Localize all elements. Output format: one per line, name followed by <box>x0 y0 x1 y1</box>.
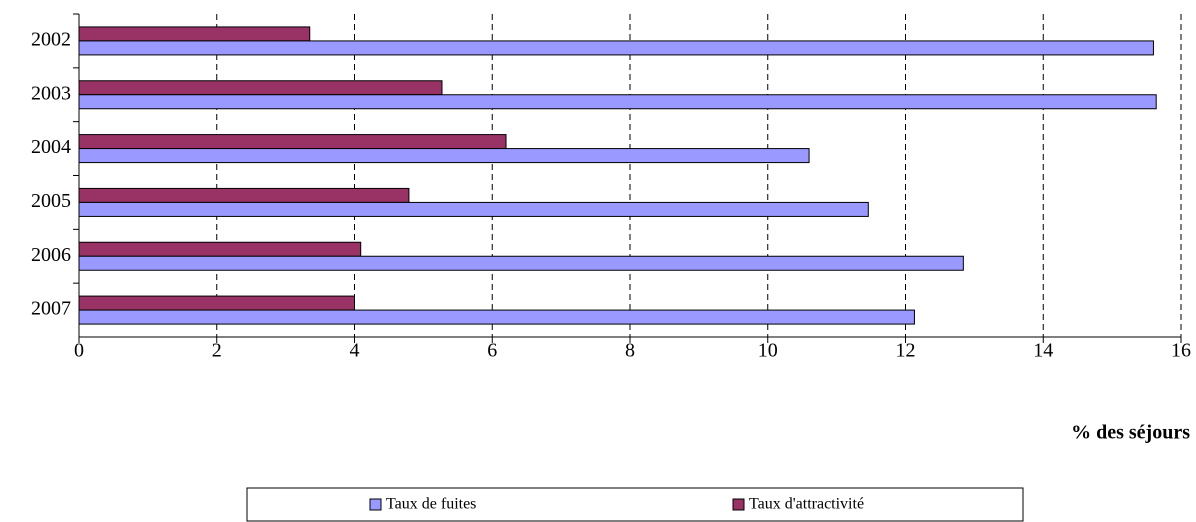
bar <box>78 94 1157 110</box>
x-tick-label: 0 <box>74 340 84 362</box>
legend-label: Taux d'attractivité <box>749 496 864 513</box>
x-tick-label: 4 <box>350 340 360 362</box>
x-tick-label: 10 <box>758 340 778 362</box>
x-tick-label: 16 <box>1171 340 1191 362</box>
y-tick-label: 2004 <box>31 136 71 158</box>
bar <box>78 80 443 96</box>
y-tick-label: 2007 <box>31 298 71 320</box>
bar <box>78 148 810 164</box>
bar <box>78 295 355 311</box>
y-tick-label: 2006 <box>31 244 71 266</box>
bar <box>78 134 507 150</box>
legend-swatch <box>369 498 382 511</box>
y-tick-label: 2005 <box>31 190 71 212</box>
bar <box>78 26 311 42</box>
bar <box>78 201 869 217</box>
bar <box>78 187 410 203</box>
legend-label: Taux de fuites <box>386 496 476 513</box>
x-tick-label: 14 <box>1033 340 1053 362</box>
y-tick-label: 2003 <box>31 82 71 104</box>
bar <box>78 255 964 271</box>
bar <box>78 241 362 257</box>
legend-swatch <box>732 498 745 511</box>
legend <box>246 487 1024 522</box>
x-axis-label: % des séjours <box>1071 422 1190 444</box>
bar <box>78 40 1154 56</box>
x-tick-label: 6 <box>487 340 497 362</box>
x-tick-label: 12 <box>896 340 916 362</box>
y-tick-label: 2002 <box>31 29 71 51</box>
x-tick-label: 2 <box>212 340 222 362</box>
x-tick-label: 8 <box>625 340 635 362</box>
bar <box>78 309 915 325</box>
